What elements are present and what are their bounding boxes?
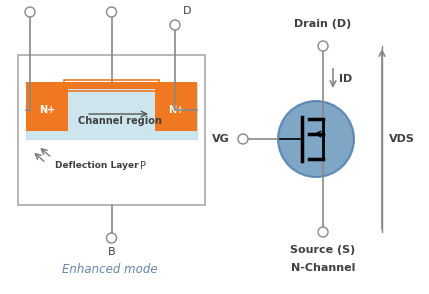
Text: B: B <box>108 247 115 257</box>
Text: Enhanced mode: Enhanced mode <box>62 263 158 276</box>
Text: VDS: VDS <box>389 134 415 144</box>
Text: D: D <box>183 6 191 16</box>
Bar <box>64 80 159 91</box>
Text: Source (S): Source (S) <box>290 245 356 255</box>
Bar <box>26 89 68 131</box>
Circle shape <box>318 41 328 51</box>
Circle shape <box>318 227 328 237</box>
Text: Drain (D): Drain (D) <box>294 19 352 29</box>
Circle shape <box>170 20 180 30</box>
Circle shape <box>106 7 117 17</box>
Circle shape <box>238 134 248 144</box>
Bar <box>26 82 197 89</box>
Circle shape <box>106 233 117 243</box>
Circle shape <box>25 7 35 17</box>
Text: N+: N+ <box>168 105 184 115</box>
Text: ID: ID <box>339 74 352 84</box>
Text: VG: VG <box>212 134 230 144</box>
Bar <box>18 55 205 205</box>
Circle shape <box>278 101 354 177</box>
Bar <box>155 89 197 131</box>
Text: P: P <box>140 161 146 171</box>
Bar <box>26 84 197 139</box>
Text: Deflection Layer: Deflection Layer <box>55 161 139 171</box>
Text: N+: N+ <box>39 105 55 115</box>
Text: Channel region: Channel region <box>78 116 161 126</box>
Text: N-Channel: N-Channel <box>291 263 355 273</box>
